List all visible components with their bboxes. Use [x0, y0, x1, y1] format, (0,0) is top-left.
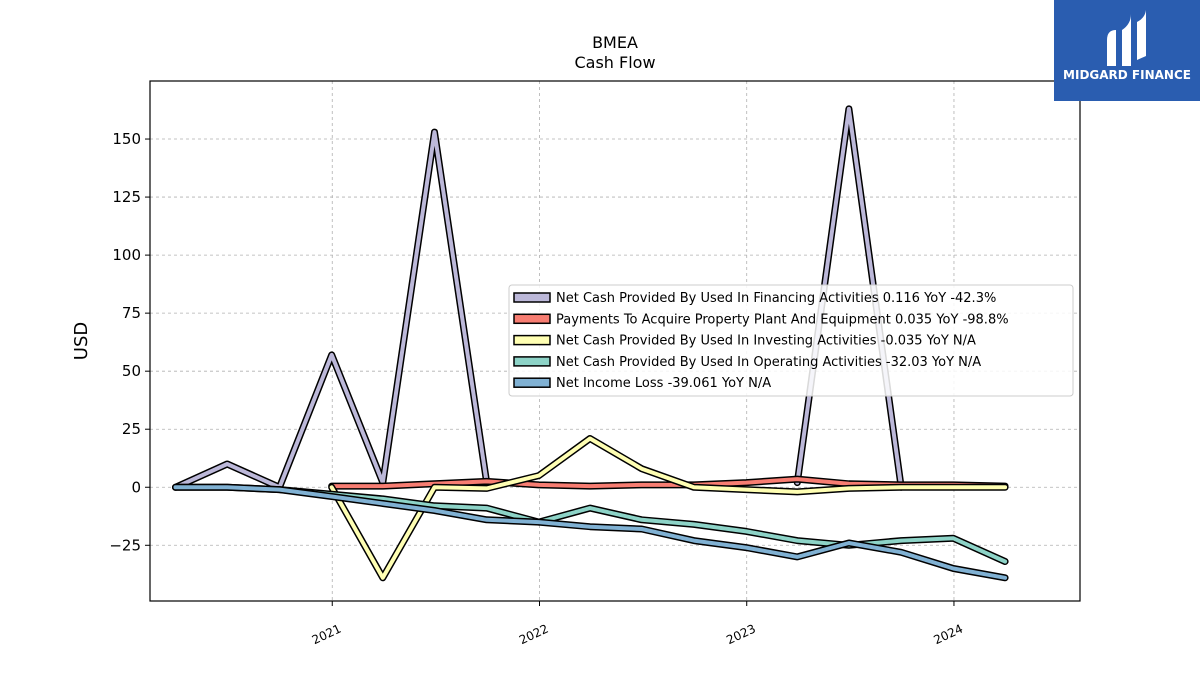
- legend-label: Net Cash Provided By Used In Operating A…: [556, 355, 981, 370]
- plot-frame: [149, 80, 1081, 602]
- legend-box: [508, 284, 1074, 397]
- legend-label: Net Cash Provided By Used In Financing A…: [556, 291, 996, 306]
- chart-title: BMEA: [592, 33, 638, 52]
- x-tick-label: 2024: [931, 622, 965, 648]
- series-line: [329, 436, 1008, 580]
- y-tick-label: 75: [122, 304, 141, 322]
- legend-swatch: [513, 292, 551, 303]
- y-tick-label: 50: [122, 362, 141, 380]
- legend-label: Payments To Acquire Property Plant And E…: [556, 312, 1009, 327]
- y-tick-label: 100: [112, 246, 141, 264]
- y-tick-label: −25: [109, 536, 141, 554]
- x-tick-label: 2022: [517, 622, 551, 648]
- y-tick-label: 25: [122, 420, 141, 438]
- legend-swatch: [513, 356, 551, 367]
- legend-label: Net Income Loss -39.061 YoY N/A: [556, 376, 771, 391]
- brand-logo: MIDGARD FINANCE: [1054, 0, 1200, 101]
- y-axis-label: USD: [71, 322, 92, 360]
- legend-swatch: [513, 334, 551, 346]
- legend: Net Cash Provided By Used In Financing A…: [508, 284, 1074, 397]
- series-line: [173, 130, 489, 490]
- y-axis: −25 0 25 50 75 100 125 150: [109, 130, 150, 554]
- legend-swatch: [513, 313, 551, 325]
- legend-label: Net Cash Provided By Used In Investing A…: [556, 334, 976, 349]
- y-tick-label: 125: [112, 188, 141, 206]
- series-line-outline: [172, 483, 1009, 582]
- x-axis: 2021 2022 2023 2024: [310, 601, 965, 647]
- brand-name: MIDGARD FINANCE: [1063, 68, 1191, 82]
- y-tick-label: 150: [112, 130, 141, 148]
- midgard-logo-icon: [1107, 10, 1146, 66]
- series-line: [173, 485, 1008, 580]
- legend-swatch: [513, 377, 551, 388]
- series-line-outline: [172, 128, 491, 491]
- x-tick-label: 2023: [724, 622, 758, 648]
- chart-subtitle: Cash Flow: [574, 53, 655, 72]
- x-tick-label: 2021: [310, 622, 344, 648]
- y-tick-label: 0: [131, 478, 141, 496]
